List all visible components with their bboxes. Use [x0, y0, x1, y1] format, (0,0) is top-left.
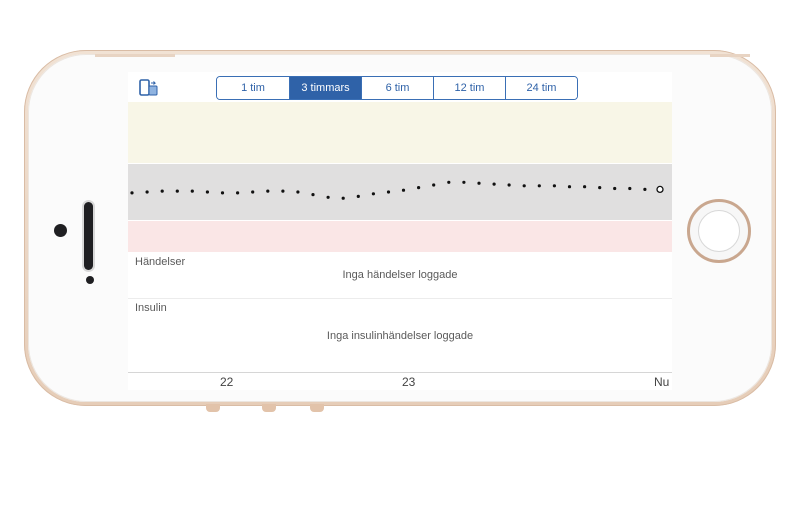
range-12h-button[interactable]: 12 tim: [433, 77, 505, 99]
phone-edge-detail: [95, 54, 175, 57]
glucose-point: [552, 184, 556, 188]
glucose-point: [371, 192, 375, 196]
proximity-sensor: [86, 276, 94, 284]
glucose-point: [281, 189, 285, 193]
glucose-point: [492, 182, 496, 186]
glucose-point: [613, 186, 617, 191]
glucose-point: [205, 190, 209, 194]
band-divider: [128, 220, 672, 221]
glucose-point: [160, 189, 164, 193]
insulin-label: Insulin: [135, 302, 167, 314]
glucose-point: [236, 191, 240, 195]
volume-button: [262, 404, 276, 412]
glucose-point: [522, 184, 526, 188]
glucose-point: [266, 189, 270, 193]
glucose-point: [130, 191, 134, 195]
glucose-point: [341, 196, 345, 200]
glucose-point: [311, 193, 315, 197]
current-reading-point: [656, 185, 664, 194]
band-divider: [128, 163, 672, 164]
range-6h-button[interactable]: 6 tim: [361, 77, 433, 99]
glucose-point: [251, 190, 255, 194]
glucose-point: [583, 185, 587, 189]
glucose-point: [598, 186, 602, 190]
glucose-point: [326, 195, 330, 199]
low-range-band: [128, 220, 672, 252]
time-axis: [128, 372, 672, 390]
high-range-band: [128, 102, 672, 164]
earpiece-speaker: [84, 202, 93, 270]
power-button: [310, 404, 324, 412]
range-1h-button[interactable]: 1 tim: [217, 77, 289, 99]
glucose-point: [386, 190, 391, 194]
range-24h-button[interactable]: 24 tim: [505, 77, 577, 99]
axis-tick-22: 22: [220, 375, 234, 389]
toolbar: 1 tim 3 timmars 6 tim 12 tim 24 tim: [128, 72, 672, 102]
phone-edge-detail: [710, 54, 750, 57]
glucose-point: [477, 181, 481, 185]
glucose-point: [417, 186, 421, 190]
target-range-band: [128, 164, 672, 220]
range-3h-button[interactable]: 3 timmars: [289, 77, 361, 99]
events-empty-message: Inga händelser loggade: [342, 269, 458, 281]
phone-transfer-icon[interactable]: [139, 79, 159, 97]
home-button[interactable]: [687, 199, 751, 263]
glucose-point: [401, 188, 406, 192]
app-screen: 1 tim 3 timmars 6 tim 12 tim 24 tim Händ…: [128, 72, 672, 390]
axis-tick-now: Nu: [654, 375, 670, 389]
glucose-point: [507, 183, 511, 187]
volume-button: [206, 404, 220, 412]
glucose-point: [537, 184, 541, 188]
glucose-point: [145, 190, 149, 194]
glucose-point: [220, 191, 225, 195]
glucose-point: [628, 186, 632, 191]
glucose-point: [296, 190, 300, 194]
glucose-point: [462, 180, 466, 184]
events-label: Händelser: [135, 256, 186, 268]
glucose-point: [432, 183, 436, 187]
glucose-point: [356, 194, 360, 198]
glucose-chart[interactable]: [128, 164, 672, 220]
time-range-selector: 1 tim 3 timmars 6 tim 12 tim 24 tim: [216, 76, 578, 100]
insulin-empty-message: Inga insulinhändelser loggade: [326, 330, 474, 342]
section-divider: [128, 298, 672, 299]
glucose-point: [643, 187, 647, 191]
glucose-point: [447, 180, 451, 184]
front-camera: [54, 224, 67, 237]
glucose-point: [190, 189, 194, 193]
glucose-point: [567, 185, 572, 189]
axis-tick-23: 23: [402, 375, 416, 389]
glucose-point: [175, 189, 179, 193]
home-button-center: [698, 210, 740, 252]
